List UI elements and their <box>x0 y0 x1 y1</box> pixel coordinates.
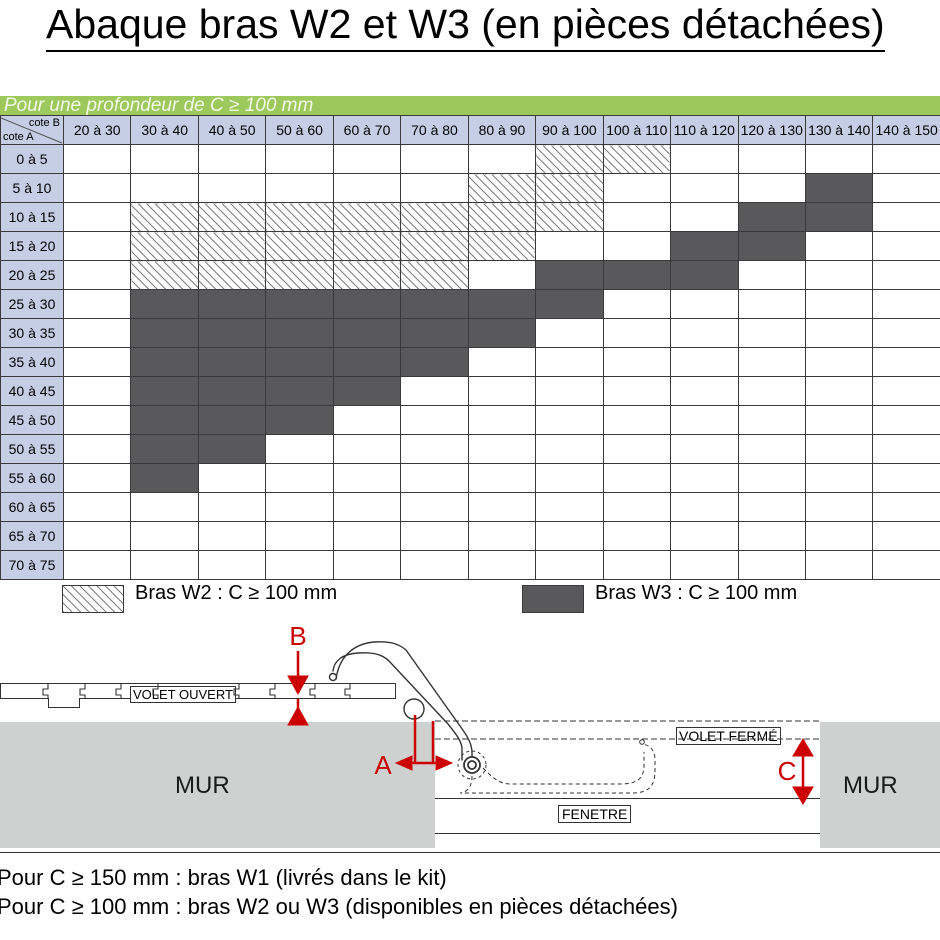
svg-text:C: C <box>778 756 797 786</box>
svg-text:B: B <box>289 621 306 651</box>
svg-text:A: A <box>374 750 392 780</box>
